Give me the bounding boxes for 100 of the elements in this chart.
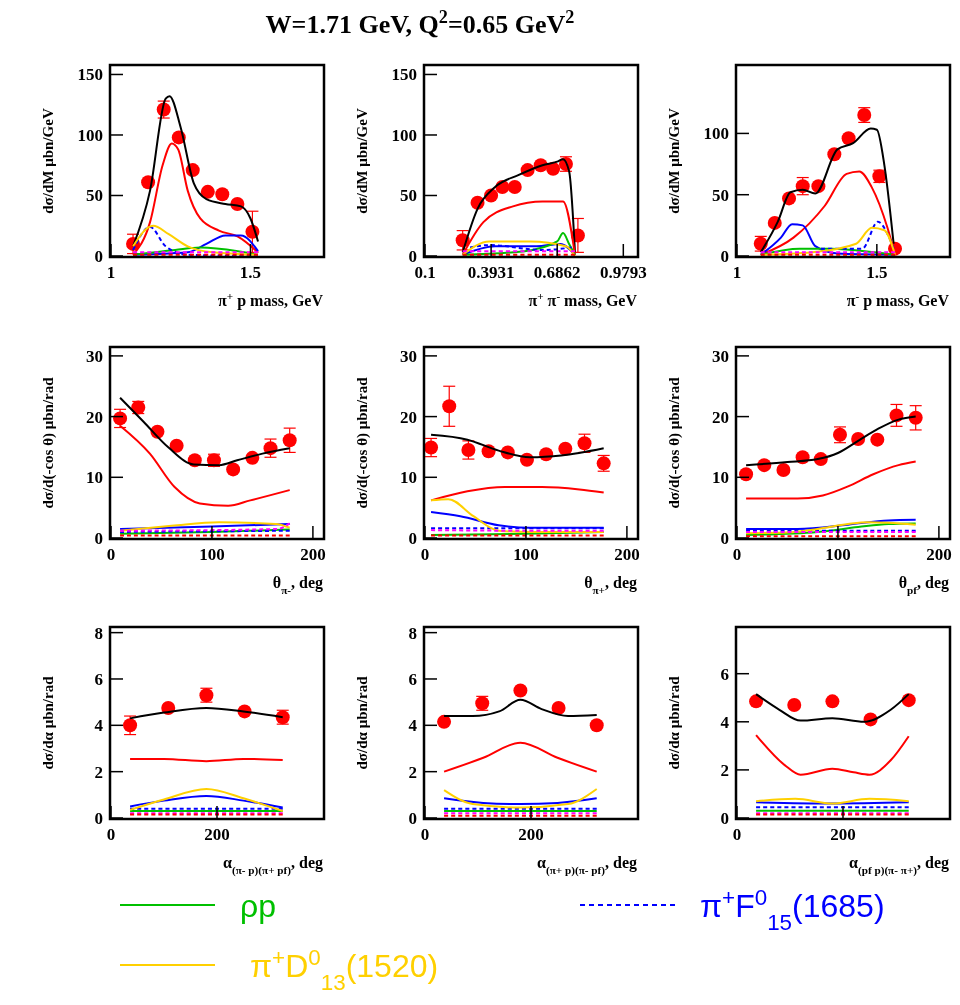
point <box>558 441 573 456</box>
y-tick-label: 4 <box>720 712 730 732</box>
point <box>437 714 452 729</box>
point <box>825 694 840 709</box>
x-axis-title: θ$_{π-}$, deg <box>272 574 323 596</box>
x-axis-title: π$^{-}$ p mass, GeV <box>846 290 950 310</box>
text: W=1.71 GeV, Q$^{2}$=0.65 GeV$^{2}$ <box>265 7 575 39</box>
y-tick-label: 30 <box>712 346 729 366</box>
point <box>200 184 215 199</box>
y-tick-label: 4 <box>94 716 104 736</box>
line-series <box>132 246 260 256</box>
line-series <box>430 498 605 533</box>
legend-label: ρp <box>240 888 276 924</box>
x-tick-label: 1.5 <box>239 263 262 282</box>
y-tick-label: 20 <box>400 407 417 427</box>
x-axis-title: π$^{+}$ p mass, GeV <box>218 290 324 310</box>
y-tick-label: 6 <box>720 664 729 684</box>
y-tick-label: 2 <box>408 762 417 782</box>
point <box>226 462 241 477</box>
y-tick-label: 8 <box>94 623 103 643</box>
point <box>546 161 561 176</box>
point <box>215 187 230 202</box>
legend-label: π$^{+}$D$^{0}$$_{13}$(1520) <box>250 944 439 995</box>
y-axis-title: dσ/dM μbn/GeV <box>40 108 56 214</box>
x-tick-label: 100 <box>199 545 225 564</box>
point <box>841 131 856 146</box>
legend-label: π$^{+}$F$^{0}$$_{15}$(1685) <box>700 884 885 935</box>
y-tick-label: 20 <box>712 407 729 427</box>
point <box>282 433 297 448</box>
y-axis-title: dσ/d(-cos θ) μbn/rad <box>666 376 683 509</box>
x-tick-label: 0 <box>420 825 430 844</box>
y-tick-label: 0 <box>408 247 417 266</box>
x-tick-label: 200 <box>300 545 326 564</box>
line-series <box>129 788 284 813</box>
point <box>507 180 522 195</box>
line-series <box>443 788 598 809</box>
y-axis-title: dσ/dα μbn/rad <box>354 675 370 770</box>
point <box>442 399 457 414</box>
point <box>749 694 764 709</box>
y-tick-label: 0 <box>720 247 729 266</box>
point <box>589 718 604 733</box>
x-tick-label: 1 <box>106 263 116 282</box>
y-tick-label: 50 <box>712 185 729 205</box>
y-tick-label: 100 <box>391 125 417 145</box>
x-axis-title: π$^{+}$ π$^{-}$ mass, GeV <box>528 290 638 309</box>
x-tick-label: 200 <box>614 545 640 564</box>
y-tick-label: 4 <box>408 716 418 736</box>
point <box>739 467 754 482</box>
y-tick-label: 10 <box>712 468 729 488</box>
line-series <box>755 734 910 776</box>
y-tick-label: 0 <box>94 529 103 548</box>
x-axis-title: α$_{(π+ p)(π- pf)}$, deg <box>537 854 637 877</box>
y-tick-label: 10 <box>400 468 417 488</box>
x-tick-label: 0.6862 <box>533 263 581 282</box>
y-axis-title: dσ/dM μbn/GeV <box>666 108 682 214</box>
y-tick-label: 6 <box>408 669 417 689</box>
y-tick-label: 150 <box>391 65 417 85</box>
y-tick-label: 2 <box>720 760 729 780</box>
y-tick-label: 0 <box>720 809 729 828</box>
x-tick-label: 200 <box>518 825 544 844</box>
y-tick-label: 20 <box>86 407 103 427</box>
x-tick-label: 200 <box>830 825 856 844</box>
y-tick-label: 50 <box>400 186 417 206</box>
y-tick-label: 0 <box>408 529 417 548</box>
point <box>776 463 791 478</box>
y-tick-label: 100 <box>77 125 103 145</box>
y-tick-label: 50 <box>86 186 103 206</box>
y-axis-title: dσ/d(-cos θ) μbn/rad <box>40 376 57 509</box>
x-tick-label: 0 <box>106 545 116 564</box>
x-tick-label: 100 <box>513 545 539 564</box>
y-tick-label: 150 <box>77 65 103 85</box>
x-tick-label: 0 <box>420 545 430 564</box>
x-tick-label: 1.5 <box>866 263 888 282</box>
point <box>169 438 184 453</box>
x-axis-title: θ$_{π+}$, deg <box>584 574 637 596</box>
y-tick-label: 2 <box>94 762 103 782</box>
x-tick-label: 0.1 <box>414 263 436 282</box>
point <box>787 697 802 712</box>
point <box>870 432 885 447</box>
y-tick-label: 30 <box>86 346 103 366</box>
x-axis-title: θ$_{pf}$, deg <box>898 574 949 596</box>
y-tick-label: 0 <box>720 529 729 548</box>
x-tick-label: 0.9793 <box>599 263 647 282</box>
x-axis-title: α$_{(pf p)(π- π+)}$, deg <box>849 854 949 877</box>
x-tick-label: 100 <box>825 545 851 564</box>
x-tick-label: 0.3931 <box>467 263 515 282</box>
y-tick-label: 0 <box>94 247 103 266</box>
x-tick-label: 200 <box>204 825 230 844</box>
y-axis-title: dσ/d(-cos θ) μbn/rad <box>354 376 371 509</box>
y-tick-label: 0 <box>94 809 103 828</box>
x-tick-label: 200 <box>926 545 952 564</box>
y-tick-label: 6 <box>94 669 103 689</box>
y-axis-title: dσ/dα μbn/rad <box>666 675 682 770</box>
y-tick-label: 8 <box>408 623 417 643</box>
x-tick-label: 0 <box>106 825 116 844</box>
x-axis-title: α$_{(π- p)(π+ pf)}$, deg <box>223 854 323 877</box>
point <box>513 683 528 698</box>
y-tick-label: 10 <box>86 468 103 488</box>
y-axis-title: dσ/dα μbn/rad <box>40 675 56 770</box>
y-tick-label: 0 <box>408 809 417 828</box>
